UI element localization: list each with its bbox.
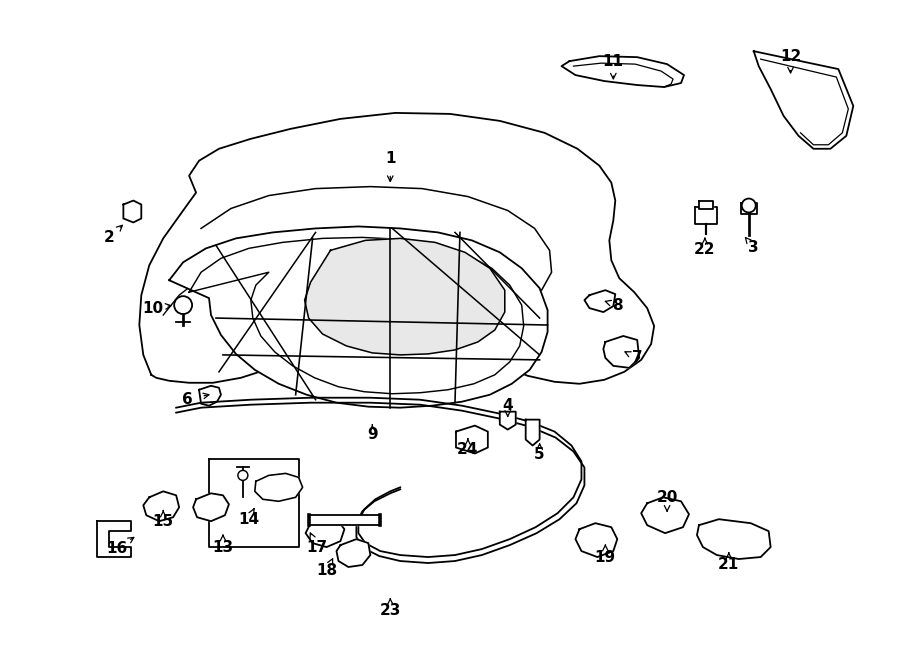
Polygon shape	[194, 493, 229, 521]
Polygon shape	[699, 200, 713, 208]
Text: 9: 9	[367, 427, 378, 442]
Text: 17: 17	[306, 539, 327, 555]
Text: 7: 7	[632, 350, 643, 366]
Text: 13: 13	[212, 539, 233, 555]
Polygon shape	[169, 227, 547, 408]
Polygon shape	[641, 497, 689, 533]
Text: 19: 19	[595, 549, 616, 564]
Polygon shape	[526, 420, 540, 446]
Polygon shape	[140, 113, 654, 384]
Text: 10: 10	[143, 301, 164, 315]
Polygon shape	[562, 56, 684, 87]
Polygon shape	[337, 539, 370, 567]
Text: 2: 2	[104, 230, 115, 245]
Polygon shape	[500, 412, 516, 430]
Text: 6: 6	[182, 392, 193, 407]
Polygon shape	[456, 426, 488, 453]
Polygon shape	[603, 336, 639, 368]
Polygon shape	[697, 519, 770, 559]
Text: 14: 14	[238, 512, 259, 527]
Polygon shape	[255, 473, 302, 501]
Text: 3: 3	[749, 240, 759, 255]
Circle shape	[175, 296, 192, 314]
Polygon shape	[304, 239, 505, 355]
Polygon shape	[97, 521, 131, 557]
Polygon shape	[741, 202, 757, 214]
Text: 4: 4	[502, 398, 513, 413]
Circle shape	[742, 198, 756, 212]
Text: 23: 23	[380, 603, 400, 618]
Polygon shape	[306, 517, 345, 547]
Text: 24: 24	[457, 442, 479, 457]
Text: 20: 20	[656, 490, 678, 505]
Text: 21: 21	[718, 557, 740, 572]
Polygon shape	[123, 200, 141, 223]
Text: 12: 12	[780, 49, 801, 63]
Text: 8: 8	[612, 297, 623, 313]
Text: 15: 15	[153, 514, 174, 529]
Text: 16: 16	[107, 541, 128, 556]
Polygon shape	[209, 459, 299, 547]
Text: 11: 11	[603, 54, 624, 69]
Text: 18: 18	[316, 563, 338, 578]
Circle shape	[238, 471, 248, 481]
Polygon shape	[143, 491, 179, 521]
Text: 22: 22	[694, 242, 716, 257]
Polygon shape	[753, 51, 853, 149]
Polygon shape	[575, 524, 617, 557]
Text: 5: 5	[535, 447, 544, 462]
Polygon shape	[309, 515, 381, 525]
Polygon shape	[695, 206, 717, 225]
Polygon shape	[584, 290, 616, 312]
Text: 1: 1	[385, 151, 395, 166]
